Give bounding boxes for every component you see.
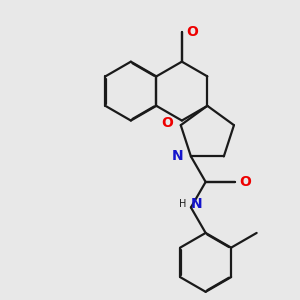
- Text: O: O: [186, 25, 198, 39]
- Text: O: O: [161, 116, 173, 130]
- Text: N: N: [172, 149, 184, 164]
- Text: O: O: [239, 175, 251, 189]
- Text: N: N: [191, 197, 203, 212]
- Text: H: H: [179, 200, 187, 209]
